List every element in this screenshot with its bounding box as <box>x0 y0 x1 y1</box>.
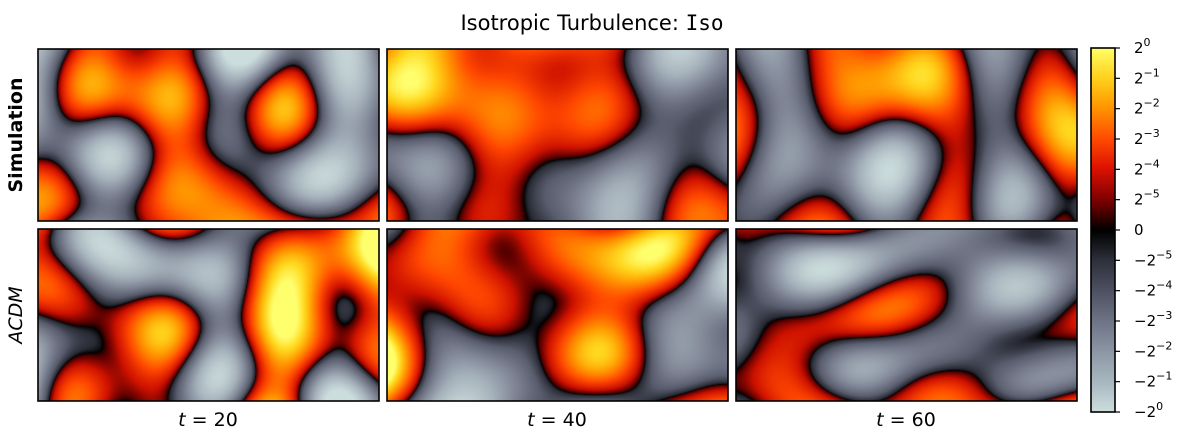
colorbar-tick-label: −20 <box>1134 400 1163 421</box>
colorbar-tick-label: −2−4 <box>1134 279 1172 300</box>
heatmap-frame <box>386 228 729 402</box>
heatmap-panel <box>37 228 380 402</box>
column-label-t60: t = 60 <box>876 409 936 431</box>
column-label-t20: t = 20 <box>178 409 238 431</box>
heatmap-frame <box>386 48 729 222</box>
colorbar-ticks: 20 2−1 2−2 2−3 2−4 2−5 0 −2−5 −2−4 −2−3 −2−2 −2−1 −2… <box>1115 36 1172 421</box>
heatmap-frame <box>735 228 1078 402</box>
title-text: Isotropic Turbulence: <box>460 11 685 35</box>
heatmap-image <box>387 229 728 401</box>
column-label-t40: t = 40 <box>527 409 587 431</box>
colorbar-tick-label: −2−1 <box>1134 370 1172 391</box>
heatmap-panel <box>37 48 380 222</box>
heatmap-panel <box>386 48 729 222</box>
colorbar-tick-label: 2−5 <box>1134 188 1160 209</box>
heatmap-panel <box>735 48 1078 222</box>
heatmap-image <box>38 229 379 401</box>
heatmap-image <box>736 229 1077 401</box>
heatmap-frame <box>37 228 380 402</box>
colorbar <box>1091 48 1115 412</box>
heatmap-image <box>387 49 728 221</box>
colorbar-tick-label: −2−3 <box>1134 309 1172 330</box>
colorbar-tick-label: 20 <box>1134 36 1151 57</box>
colorbar-tick-label: 0 <box>1134 221 1144 239</box>
colorbar-tick-label: −2−5 <box>1134 248 1172 269</box>
chart-title: Isotropic Turbulence: Iso <box>460 11 723 35</box>
colorbar-tick-label: 2−4 <box>1134 157 1160 178</box>
heatmap-panel <box>386 228 729 402</box>
heatmap-panels <box>37 48 1078 402</box>
heatmap-frame <box>37 48 380 222</box>
row-label-simulation: Simulation <box>5 77 27 192</box>
colorbar-tick-label: 2−3 <box>1134 127 1160 148</box>
heatmap-panel <box>735 228 1078 402</box>
heatmap-frame <box>735 48 1078 222</box>
heatmap-image <box>38 49 379 221</box>
row-label-acdm: ACDM <box>5 286 27 345</box>
colorbar-tick-label: 2−1 <box>1134 66 1160 87</box>
colorbar-tick-label: −2−2 <box>1134 339 1172 360</box>
heatmap-image <box>736 49 1077 221</box>
title-code: Iso <box>686 11 724 35</box>
colorbar-tick-label: 2−2 <box>1134 97 1160 118</box>
